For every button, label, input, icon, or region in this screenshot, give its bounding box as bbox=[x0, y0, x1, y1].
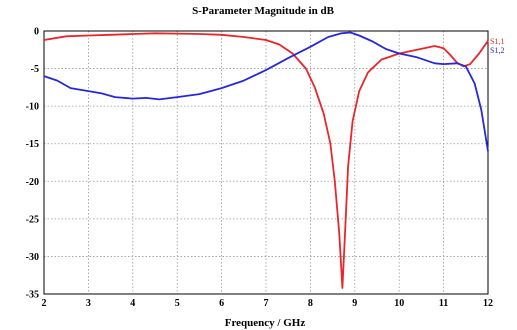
x-axis-label: Frequency / GHz bbox=[225, 317, 306, 329]
y-tick-label: -5 bbox=[31, 64, 39, 75]
x-tick-label: 8 bbox=[308, 298, 313, 309]
x-tick-label: 10 bbox=[394, 298, 404, 309]
y-tick-label: -35 bbox=[26, 290, 39, 301]
legend-entry: S1,2 bbox=[490, 46, 504, 55]
x-tick-label: 4 bbox=[130, 298, 135, 309]
y-tick-label: 0 bbox=[34, 27, 39, 38]
x-tick-label: 3 bbox=[86, 298, 91, 309]
series-lines bbox=[43, 31, 489, 289]
series-line-1 bbox=[43, 32, 489, 289]
x-tick-label: 6 bbox=[219, 298, 224, 309]
y-tick-label: -20 bbox=[26, 177, 39, 188]
y-axis-ticks: 0 -5 -10 -15 -20 -25 -30 -35 bbox=[26, 27, 39, 301]
grid-lines bbox=[44, 31, 488, 294]
x-tick-label: 11 bbox=[439, 298, 448, 309]
x-tick-label: 12 bbox=[483, 298, 493, 309]
x-tick-label: 5 bbox=[175, 298, 180, 309]
plot-frame bbox=[43, 30, 489, 295]
y-tick-label: -10 bbox=[26, 102, 39, 113]
x-tick-label: 7 bbox=[264, 298, 269, 309]
legend-entry: S1,1 bbox=[490, 37, 504, 46]
chart-title: S-Parameter Magnitude in dB bbox=[192, 5, 335, 17]
y-tick-label: -25 bbox=[26, 214, 39, 225]
x-tick-label: 9 bbox=[352, 298, 357, 309]
legend: S1,1S1,2 bbox=[490, 37, 504, 55]
y-tick-label: -30 bbox=[26, 252, 39, 263]
x-axis-ticks: 2 3 4 5 6 7 8 9 10 11 12 bbox=[42, 298, 494, 309]
y-tick-label: -15 bbox=[26, 139, 39, 150]
x-tick-label: 2 bbox=[42, 298, 47, 309]
series-line-2 bbox=[43, 31, 489, 152]
